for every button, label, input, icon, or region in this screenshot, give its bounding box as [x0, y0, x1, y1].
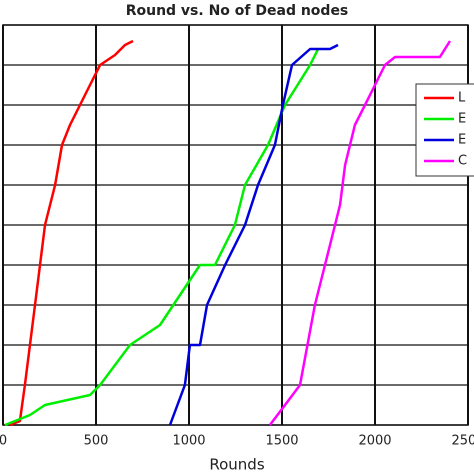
x-tick-label: 1000 [172, 434, 205, 449]
data-line [168, 43, 339, 426]
legend-label: E [458, 112, 466, 127]
x-tick-label: 2500 [451, 434, 474, 449]
x-tick-label: 1500 [265, 434, 298, 449]
data-line [268, 40, 452, 426]
x-axis-label: Rounds [209, 456, 264, 474]
x-tick-label: 500 [84, 434, 109, 449]
chart-title: Round vs. No of Dead nodes [126, 3, 349, 19]
legend-label: C [458, 154, 467, 169]
plot-frame [2, 24, 469, 426]
x-tick-label: 0 [0, 434, 7, 449]
x-tick-label: 2000 [358, 434, 391, 449]
legend-label: L [458, 91, 466, 106]
legend-label: E [458, 133, 466, 148]
data-line [9, 39, 134, 427]
